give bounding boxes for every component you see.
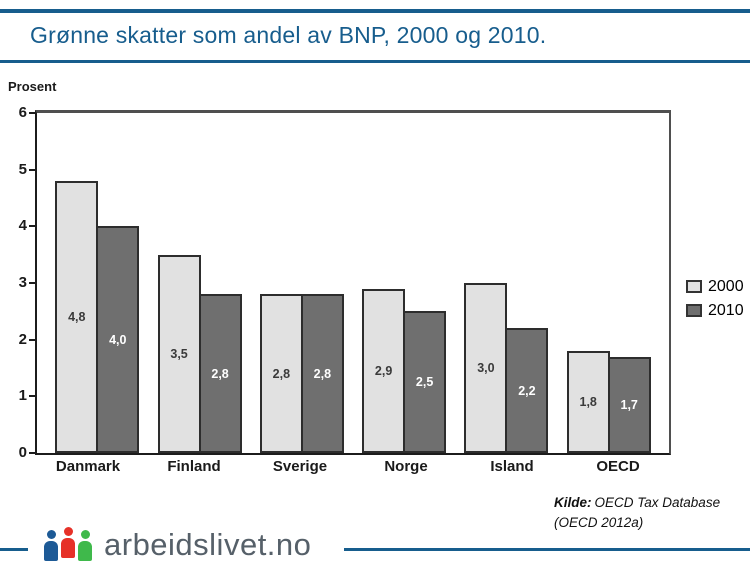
y-tick-label-3: 3: [18, 274, 27, 291]
bar-group-danmark: 4,8 4,0: [55, 181, 140, 453]
y-tick-label-0: 0: [18, 444, 27, 461]
legend-label-2010: 2010: [708, 302, 744, 319]
legend-item-2010: 2010: [686, 302, 744, 319]
brand-name: arbeidslivet.no: [104, 527, 312, 562]
y-tick: [29, 168, 35, 171]
x-axis-label-island: Island: [490, 458, 534, 475]
y-tick-label-6: 6: [18, 104, 27, 121]
person-icon-green-body: [78, 541, 92, 561]
source-note: Kilde: OECD Tax Database (OECD 2012a): [554, 493, 720, 532]
bar-2000-finland: 3,5: [157, 255, 201, 453]
bar-value-label: 2,8: [313, 366, 332, 381]
top-rule: [0, 9, 750, 13]
page-title: Grønne skatter som andel av BNP, 2000 og…: [30, 22, 547, 48]
legend-swatch-2000: [686, 280, 702, 293]
bar-2000-norge: 2,9: [362, 289, 406, 453]
bar-2010-sverige: 2,8: [300, 294, 344, 453]
person-icon-blue-body: [44, 541, 58, 561]
person-icon-red-body: [61, 538, 75, 558]
y-tick: [29, 225, 35, 228]
bar-value-label: 4,8: [68, 310, 86, 324]
bar-2000-oecd: 1,8: [566, 351, 610, 453]
bar-group-island: 3,0 2,2: [464, 283, 549, 453]
y-tick-label-1: 1: [18, 387, 27, 405]
x-axis-label-oecd: OECD: [596, 458, 640, 475]
person-icon-green: [78, 530, 92, 561]
y-tick-label-4: 4: [18, 217, 27, 235]
bar-value-label: 3,5: [170, 347, 188, 361]
bar-value-label: 2,8: [272, 366, 291, 381]
x-axis-labels: Danmark Finland Sverige Norge Island OECD: [35, 458, 671, 475]
footer-rule-right: [344, 548, 750, 551]
legend-swatch-2010: [686, 304, 702, 317]
footer-rule-left: [0, 548, 28, 551]
y-tick: [29, 282, 35, 284]
bar-2010-danmark: 4,0: [96, 226, 140, 453]
y-axis-unit-label: Prosent: [8, 79, 57, 94]
x-axis-label-sverige: Sverige: [272, 458, 328, 475]
y-tick-label-2: 2: [18, 330, 27, 348]
person-icon-blue-head: [46, 530, 56, 539]
bar-group-finland: 3,5 2,8: [157, 255, 242, 453]
y-tick: [29, 112, 35, 114]
bar-value-label: 1,8: [579, 395, 597, 409]
legend: 2000 2010: [686, 278, 744, 326]
legend-label-2000: 2000: [708, 278, 744, 295]
bar-2010-oecd: 1,7: [607, 357, 651, 453]
y-tick: [29, 452, 35, 454]
y-tick: [29, 395, 35, 398]
bar-group-sverige: 2,8 2,8: [259, 294, 344, 453]
bar-2010-finland: 2,8: [198, 294, 242, 453]
x-axis-label-danmark: Danmark: [55, 458, 121, 475]
bar-value-label: 2,9: [374, 364, 393, 378]
bar-value-label: 4,0: [109, 332, 127, 347]
bar-value-label: 2,2: [518, 383, 536, 398]
bar-value-label: 3,0: [477, 361, 495, 375]
y-tick-label-5: 5: [18, 160, 27, 178]
x-axis-label-norge: Norge: [384, 458, 428, 475]
source-line-2: (OECD 2012a): [554, 514, 644, 530]
y-tick: [29, 338, 35, 341]
plot-area: 4,8 4,0 3,5 2,8 2,8 2,8 2,9 2,5 3,0 2,2 1,8 1,7: [35, 110, 671, 455]
source-label: Kilde:: [554, 495, 592, 510]
person-icon-red-head: [63, 527, 73, 536]
person-icon-green-head: [80, 530, 90, 539]
people-logo-icon: [44, 527, 95, 561]
bar-value-label: 2,8: [211, 366, 229, 381]
x-axis-label-finland: Finland: [167, 458, 221, 475]
title-underline-rule: [0, 60, 750, 63]
person-icon-red: [61, 527, 75, 558]
bar-group-oecd: 1,8 1,7: [566, 351, 651, 453]
bar-group-norge: 2,9 2,5: [362, 289, 447, 453]
bar-2000-sverige: 2,8: [259, 294, 303, 453]
bar-2010-island: 2,2: [505, 328, 549, 453]
source-line-1: Kilde: OECD Tax Database: [554, 493, 720, 513]
bar-2000-island: 3,0: [464, 283, 508, 453]
bar-value-label: 2,5: [415, 375, 434, 389]
source-text: OECD Tax Database: [594, 495, 721, 510]
bar-2000-danmark: 4,8: [55, 181, 99, 453]
bar-2010-norge: 2,5: [403, 311, 447, 453]
legend-item-2000: 2000: [686, 278, 744, 295]
person-icon-blue: [44, 530, 58, 561]
bar-value-label: 1,7: [620, 398, 638, 412]
